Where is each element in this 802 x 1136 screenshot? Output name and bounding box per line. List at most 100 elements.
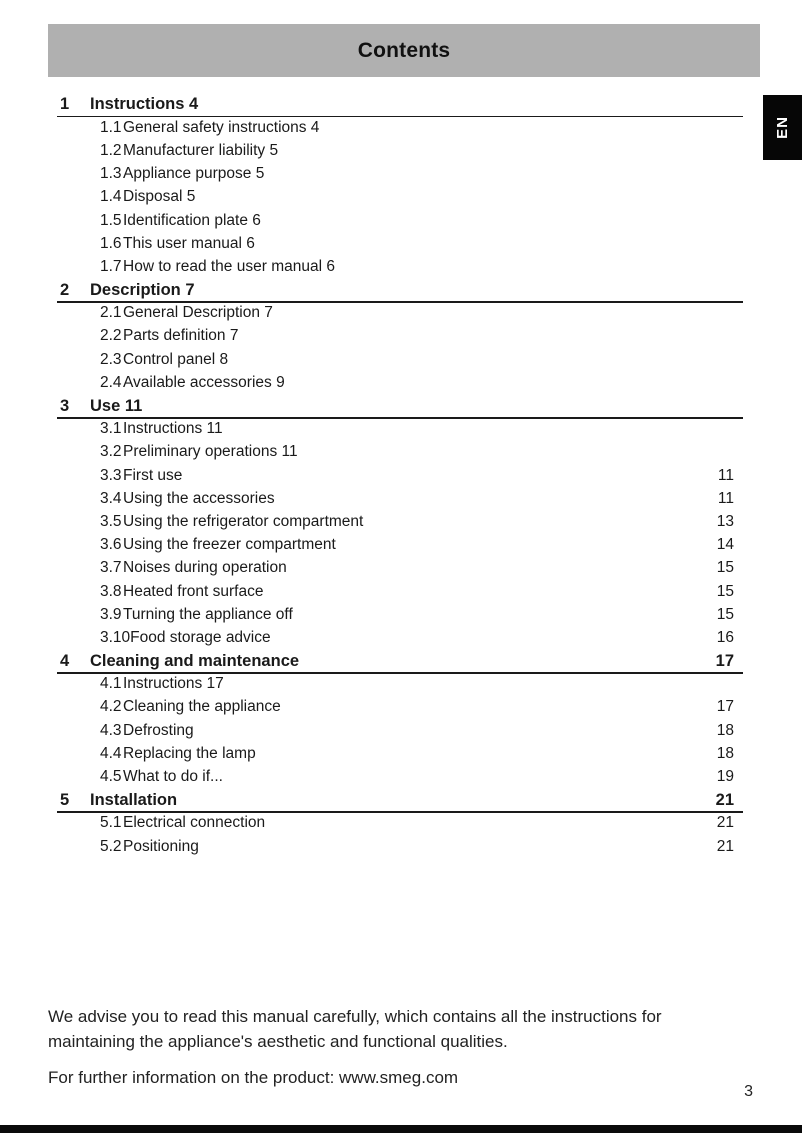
- toc-subsection-row: 3.9 Turning the appliance off 15: [60, 603, 734, 626]
- toc-item-number: 3.1: [100, 420, 122, 438]
- toc-subsection-row: 4.3 Defrosting 18: [60, 719, 734, 742]
- language-tab: EN: [763, 95, 802, 160]
- toc-item-title: Parts definition 7: [123, 327, 239, 345]
- toc-item-number: 4.3: [100, 721, 122, 739]
- toc-section-row: 2 Description 7: [57, 279, 743, 303]
- toc-item-title: Instructions 11: [123, 420, 223, 438]
- toc-item-number: 3.7: [100, 559, 122, 577]
- toc-item-title: This user manual 6: [123, 234, 255, 252]
- toc-item-page: 15: [716, 559, 734, 577]
- toc-subsection-row: 1.4 Disposal 5: [60, 186, 734, 209]
- toc-item-title: Instructions 4: [90, 95, 199, 114]
- toc-subsection-row: 3.10 Food storage advice 16: [60, 626, 734, 649]
- toc-item-title: Food storage advice: [130, 628, 271, 646]
- toc-item-title: Cleaning and maintenance: [90, 651, 300, 670]
- toc-item-number: 3.10: [100, 628, 131, 646]
- toc-item-title: How to read the user manual 6: [123, 257, 335, 275]
- toc-item-title: Available accessories 9: [123, 373, 285, 391]
- page-number: 3: [744, 1083, 753, 1100]
- toc-section-row: 4 Cleaning and maintenance 17: [57, 650, 743, 674]
- toc-item-number: 5: [60, 790, 70, 809]
- toc-subsection-row: 3.4 Using the accessories 11: [60, 487, 734, 510]
- toc-item-number: 4.2: [100, 698, 122, 716]
- toc-item-title: Cleaning the appliance: [123, 698, 281, 716]
- toc-item-number: 2.1: [100, 304, 122, 322]
- toc-item-title: First use: [123, 466, 183, 484]
- toc-subsection-row: 5.2 Positioning 21: [60, 835, 734, 858]
- toc-item-title: Appliance purpose 5: [123, 165, 265, 183]
- toc-item-title: Use 11: [90, 396, 143, 415]
- table-of-contents: 1 Instructions 4 1.1 General safety instruc…: [57, 93, 743, 858]
- footer-product-info-text: For further information on the product: …: [48, 1068, 459, 1087]
- toc-subsection-row: 4.5 What to do if... 19: [60, 765, 734, 788]
- toc-subsection-row: 3.5 Using the refrigerator compartment 13: [60, 510, 734, 533]
- toc-item-number: 1.7: [100, 257, 122, 275]
- toc-item-number: 2: [60, 280, 70, 299]
- toc-subsection-row: 3.3 First use 11: [60, 464, 734, 487]
- toc-item-title: Replacing the lamp: [123, 744, 256, 762]
- toc-item-title: Using the refrigerator compartment: [123, 512, 364, 530]
- toc-item-number: 2.4: [100, 373, 122, 391]
- language-tab-label: EN: [774, 116, 791, 139]
- toc-item-title: Using the freezer compartment: [123, 536, 336, 554]
- toc-item-number: 1: [60, 95, 70, 114]
- toc-item-title: Preliminary operations 11: [123, 443, 298, 461]
- toc-item-page: 15: [716, 582, 734, 600]
- toc-item-title: Installation: [90, 790, 178, 809]
- page-title: Contents: [357, 38, 451, 62]
- toc-section-row: 3 Use 11: [57, 394, 743, 419]
- toc-item-number: 4.4: [100, 744, 122, 762]
- toc-section-row: 5 Installation 21: [57, 789, 743, 814]
- toc-item-number: 3.9: [100, 605, 122, 623]
- toc-subsection-row: 1.1 General safety instructions 4: [60, 116, 734, 139]
- toc-item-title: Instructions 17: [123, 675, 224, 693]
- toc-subsection-row: 1.6 This user manual 6: [60, 232, 734, 255]
- toc-item-number: 4.5: [100, 768, 122, 786]
- toc-item-page: 21: [716, 837, 734, 855]
- toc-item-number: 1.6: [100, 234, 122, 252]
- toc-item-page: 16: [716, 628, 734, 646]
- toc-subsection-row: 3.2 Preliminary operations 11: [60, 441, 734, 464]
- footer-advice-text: We advise you to read this manual carefu…: [48, 1007, 662, 1051]
- toc-item-page: 21: [715, 790, 734, 809]
- toc-item-page: 15: [716, 605, 734, 623]
- toc-item-title: General safety instructions 4: [123, 118, 320, 136]
- toc-item-title: General Description 7: [123, 304, 273, 322]
- toc-item-title: What to do if...: [123, 768, 223, 786]
- toc-item-title: Control panel 8: [123, 350, 229, 368]
- toc-subsection-row: 2.1 General Description 7: [60, 302, 734, 325]
- toc-item-number: 3.8: [100, 582, 122, 600]
- toc-subsection-row: 3.8 Heated front surface 15: [60, 580, 734, 603]
- toc-item-title: Turning the appliance off: [123, 605, 293, 623]
- toc-item-number: 3.3: [100, 466, 122, 484]
- toc-item-number: 5.2: [100, 837, 122, 855]
- toc-item-number: 1.4: [100, 188, 122, 206]
- toc-item-page: 17: [715, 651, 734, 670]
- toc-subsection-row: 1.5 Identification plate 6: [60, 209, 734, 232]
- toc-item-number: 3.6: [100, 536, 122, 554]
- toc-subsection-row: 1.3 Appliance purpose 5: [60, 163, 734, 186]
- bottom-edge-bar: [0, 1125, 802, 1133]
- toc-subsection-row: 2.4 Available accessories 9: [60, 371, 734, 394]
- toc-item-number: 3.5: [100, 512, 122, 530]
- toc-item-number: 2.2: [100, 327, 122, 345]
- toc-section-row: 1 Instructions 4: [57, 93, 743, 118]
- toc-item-number: 4: [60, 651, 70, 670]
- toc-subsection-row: 4.1 Instructions 17: [60, 673, 734, 696]
- toc-subsection-row: 2.2 Parts definition 7: [60, 325, 734, 348]
- toc-subsection-row: 3.6 Using the freezer compartment 14: [60, 534, 734, 557]
- toc-subsection-row: 1.7 How to read the user manual 6: [60, 255, 734, 278]
- toc-item-title: Noises during operation: [123, 559, 287, 577]
- toc-item-number: 2.3: [100, 350, 122, 368]
- toc-item-page: 14: [716, 536, 734, 554]
- toc-subsection-row: 2.3 Control panel 8: [60, 348, 734, 371]
- toc-item-number: 5.1: [100, 814, 122, 832]
- toc-subsection-row: 4.2 Cleaning the appliance 17: [60, 696, 734, 719]
- toc-subsection-row: 3.1 Instructions 11: [60, 418, 734, 441]
- toc-item-page: 19: [716, 768, 734, 786]
- toc-item-title: Heated front surface: [123, 582, 264, 600]
- toc-item-title: Electrical connection: [123, 814, 266, 832]
- toc-subsection-row: 4.4 Replacing the lamp 18: [60, 742, 734, 765]
- toc-item-title: Positioning: [123, 837, 199, 855]
- footer-note: We advise you to read this manual carefu…: [48, 1004, 698, 1090]
